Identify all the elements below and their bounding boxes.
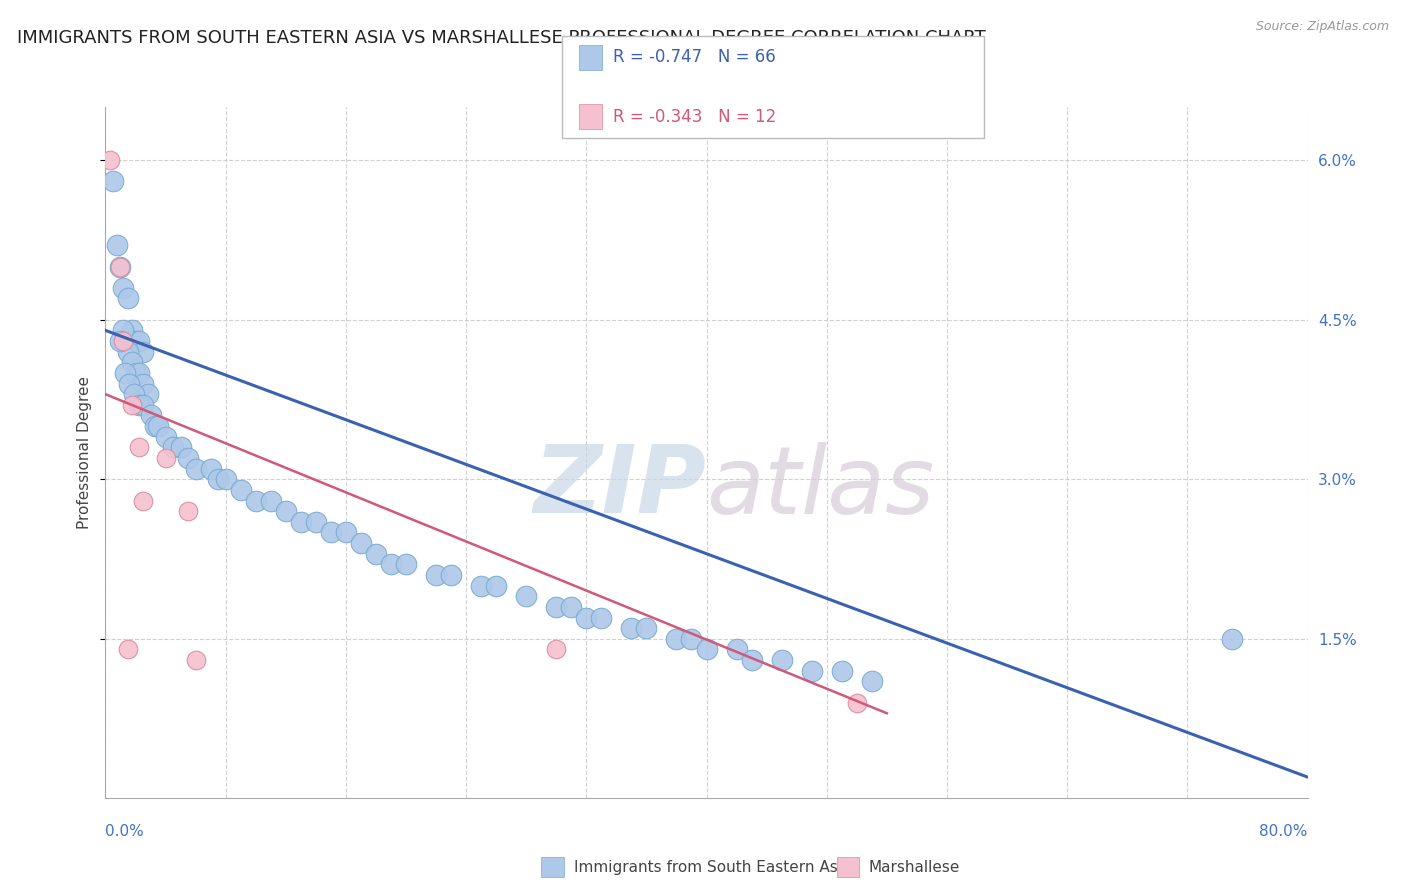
Text: ZIP: ZIP [534,442,707,533]
Point [155,430,177,444]
Point [110,334,132,348]
Point [214,472,236,486]
Point [260,493,283,508]
Point [128,366,150,380]
Text: atlas: atlas [707,442,935,533]
Text: R = -0.343   N = 12: R = -0.343 N = 12 [613,108,776,126]
Point [124,366,146,380]
Point [546,642,568,657]
Point [305,515,328,529]
Point [155,450,177,465]
Point [121,398,143,412]
Point [117,292,139,306]
Point [546,599,568,614]
Y-axis label: Professional Degree: Professional Degree [77,376,93,529]
Point [470,579,492,593]
Point [162,441,184,455]
Point [696,642,718,657]
Point [139,409,162,423]
Point [117,344,139,359]
Point [741,653,763,667]
Text: Immigrants from South Eastern Asia: Immigrants from South Eastern Asia [574,860,851,874]
Point [101,174,124,188]
Point [146,419,169,434]
Point [112,323,135,337]
Point [143,419,166,434]
Point [132,344,155,359]
Point [665,632,688,646]
Point [380,558,402,572]
Point [121,355,143,369]
Point [132,376,155,391]
Point [245,493,267,508]
Point [169,441,191,455]
Text: R = -0.747   N = 66: R = -0.747 N = 66 [613,48,776,66]
Point [200,461,222,475]
Point [118,376,141,391]
Point [207,472,229,486]
Point [1222,632,1244,646]
Point [620,621,643,635]
Point [725,642,748,657]
Point [110,260,132,274]
Point [440,568,463,582]
Point [335,525,357,540]
Point [681,632,703,646]
Point [128,441,150,455]
Point [274,504,297,518]
Point [128,334,150,348]
Point [132,398,155,412]
Point [184,653,207,667]
Point [98,153,121,168]
Point [395,558,418,572]
Point [117,642,139,657]
Point [136,387,159,401]
Point [112,334,135,348]
Text: Source: ZipAtlas.com: Source: ZipAtlas.com [1256,20,1389,33]
Point [121,323,143,337]
Point [319,525,342,540]
Point [290,515,312,529]
Point [636,621,658,635]
Point [229,483,252,497]
Point [128,398,150,412]
Point [184,461,207,475]
Point [770,653,793,667]
Point [350,536,373,550]
Text: IMMIGRANTS FROM SOUTH EASTERN ASIA VS MARSHALLESE PROFESSIONAL DEGREE CORRELATIO: IMMIGRANTS FROM SOUTH EASTERN ASIA VS MA… [17,29,986,46]
Point [575,610,598,624]
Text: 80.0%: 80.0% [1260,824,1308,839]
Point [860,674,883,689]
Text: Marshallese: Marshallese [869,860,960,874]
Point [177,504,200,518]
Point [560,599,582,614]
Point [110,260,132,274]
Point [425,568,447,582]
Point [124,334,146,348]
Point [107,238,129,252]
Text: 0.0%: 0.0% [105,824,145,839]
Point [132,493,155,508]
Point [177,450,200,465]
Point [515,589,537,603]
Point [112,281,135,295]
Point [591,610,613,624]
Point [831,664,853,678]
Point [485,579,508,593]
Point [845,696,868,710]
Point [114,366,136,380]
Point [122,387,145,401]
Point [800,664,823,678]
Point [364,547,387,561]
